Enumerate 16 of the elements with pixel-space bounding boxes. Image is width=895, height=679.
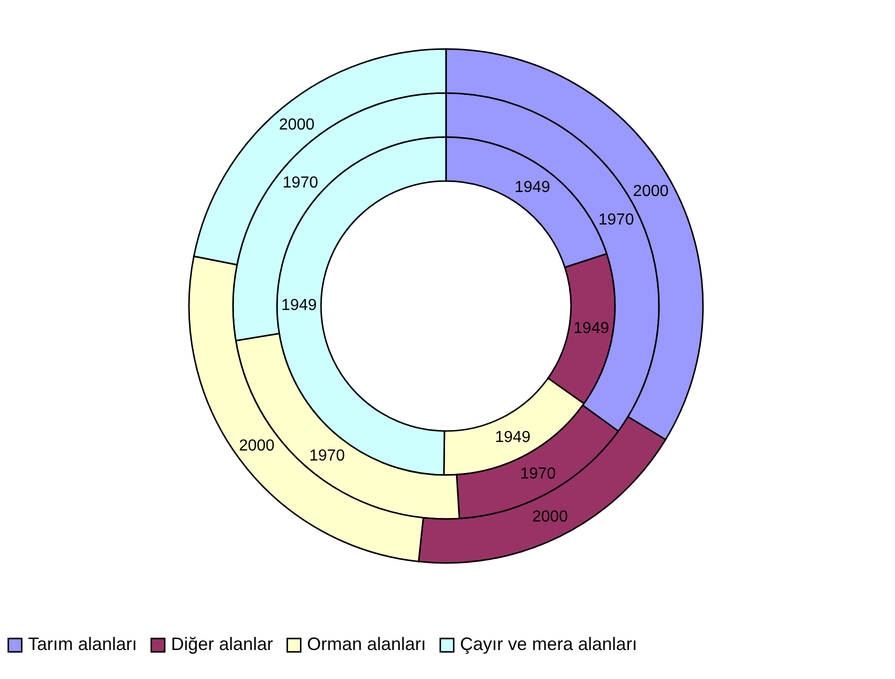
text: 2000 — [633, 182, 669, 200]
legend-label: Orman alanları — [307, 634, 426, 654]
text: 2000 — [278, 116, 315, 134]
text: 1949 — [281, 297, 317, 314]
text: 1949 — [494, 428, 531, 446]
text: 1949 — [514, 179, 550, 196]
legend-label: Çayır ve mera alanları — [460, 634, 638, 654]
text: 1970 — [282, 174, 318, 192]
legend-label: Diğer alanlar — [171, 634, 274, 654]
text: 1970 — [309, 447, 345, 464]
slice-label: 1949 — [574, 320, 610, 338]
text: 1970 — [520, 465, 556, 482]
slice-label: 2000 — [238, 437, 275, 454]
text: 2000 — [532, 508, 568, 526]
legend-label: Tarım alanları — [28, 634, 138, 654]
slice-label: 1970 — [598, 211, 634, 228]
